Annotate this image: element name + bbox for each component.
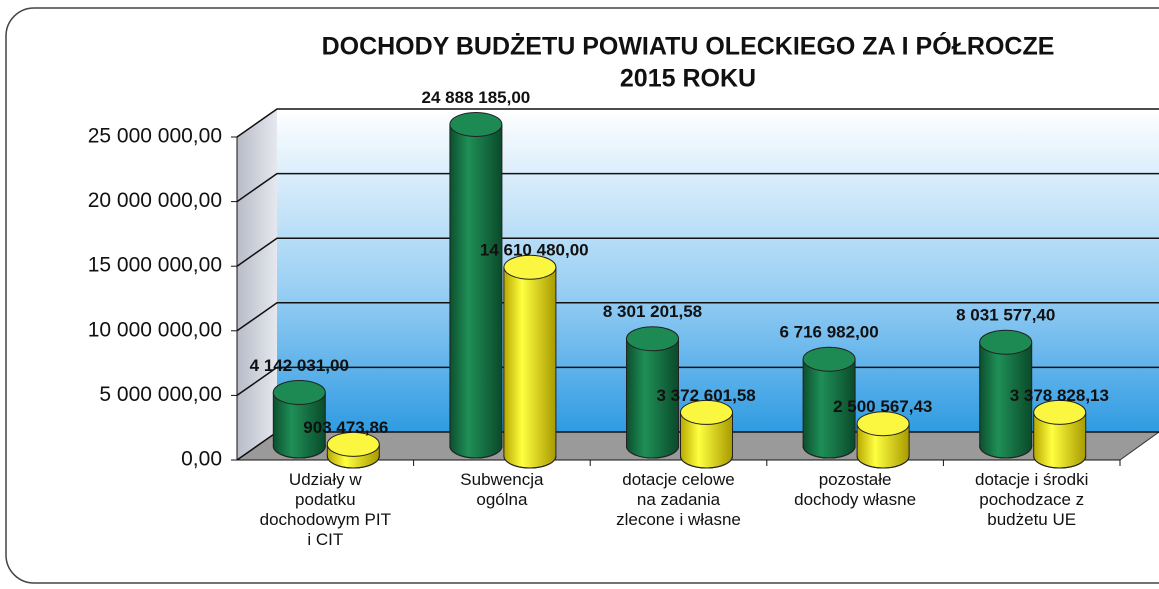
x-tick-label: dotacje i środki pochodzace z budżetu UE — [974, 470, 1089, 529]
bar-edge — [449, 124, 503, 459]
x-tick-label: Subwencja ogólna — [460, 470, 544, 509]
x-tick-label: pozostałe dochody własne — [794, 470, 917, 509]
bar-top — [1033, 399, 1087, 425]
bar-top — [979, 329, 1033, 355]
bar — [626, 338, 679, 446]
data-label: 24 888 185,00 — [422, 88, 531, 107]
y-tick-label: 15 000 000,00 — [88, 254, 222, 277]
x-tick-label-box: dotacje celowe na zadania zlecone i włas… — [616, 470, 741, 529]
grid-line — [236, 366, 1159, 397]
x-tick-label: dotacje celowe na zadania zlecone i włas… — [616, 470, 741, 529]
y-tick-label: 10 000 000,00 — [88, 318, 222, 341]
bar-edge — [272, 392, 326, 459]
y-tick-label: 0,00 — [181, 448, 222, 471]
chart-title: 2015 ROKU — [620, 65, 756, 93]
bar-top — [626, 326, 679, 352]
data-label: 3 372 601,58 — [657, 386, 756, 405]
x-tick-label-box: pozostałe dochody własne — [794, 470, 917, 509]
bar-edge — [802, 359, 856, 459]
x-tick-label-box: dotacje i środki pochodzace z budżetu UE — [974, 470, 1089, 529]
data-label: 3 378 828,13 — [1010, 386, 1109, 405]
bar — [979, 342, 1032, 446]
bar-top — [802, 346, 856, 372]
bar-top — [326, 431, 380, 457]
bar — [503, 267, 556, 456]
bar-edge — [979, 342, 1033, 459]
x-tick-label: Udziały w podatku dochodowym PIT i CIT — [259, 470, 391, 549]
bar-top — [272, 379, 326, 405]
bar — [803, 359, 856, 446]
frame — [5, 7, 1159, 584]
bar-top — [856, 411, 910, 437]
grid-line — [236, 237, 1159, 267]
bar-edge — [1033, 412, 1087, 469]
x-tick-label-box: Udziały w podatku dochodowym PIT i CIT — [259, 470, 391, 549]
bar-edge — [503, 267, 557, 469]
bar-edge — [626, 338, 679, 459]
data-label: 6 716 982,00 — [779, 323, 878, 342]
bar — [449, 124, 502, 447]
y-tick-label: 25 000 000,00 — [88, 125, 222, 148]
side-wall — [237, 109, 277, 460]
grid-line — [236, 302, 1159, 332]
data-label: 8 031 577,40 — [956, 306, 1055, 325]
data-label: 4 142 031,00 — [250, 356, 349, 375]
data-label: 14 610 480,00 — [480, 241, 589, 260]
bar-top — [449, 111, 503, 137]
data-label: 903 473,86 — [303, 418, 388, 437]
bar-edge — [856, 423, 910, 469]
bar-top — [680, 399, 733, 425]
data-label: 8 301 201,58 — [603, 302, 702, 321]
x-tick-label-box: Subwencja ogólna — [460, 470, 544, 509]
bar-edge — [326, 444, 380, 469]
bar-top — [503, 254, 557, 280]
y-tick-label: 20 000 000,00 — [88, 189, 222, 212]
data-label: 2 500 567,43 — [833, 397, 932, 416]
chart-title: DOCHODY BUDŻETU POWIATU OLECKIEGO ZA I P… — [322, 31, 1055, 61]
plot-area: 0,00 5 000 000,00 10 000 000,00 15 000 000,… — [88, 88, 1159, 549]
bar-edge — [680, 412, 733, 469]
grid-line — [236, 172, 1159, 203]
grid-line — [236, 108, 1159, 138]
y-tick-label: 5 000 000,00 — [99, 383, 222, 406]
